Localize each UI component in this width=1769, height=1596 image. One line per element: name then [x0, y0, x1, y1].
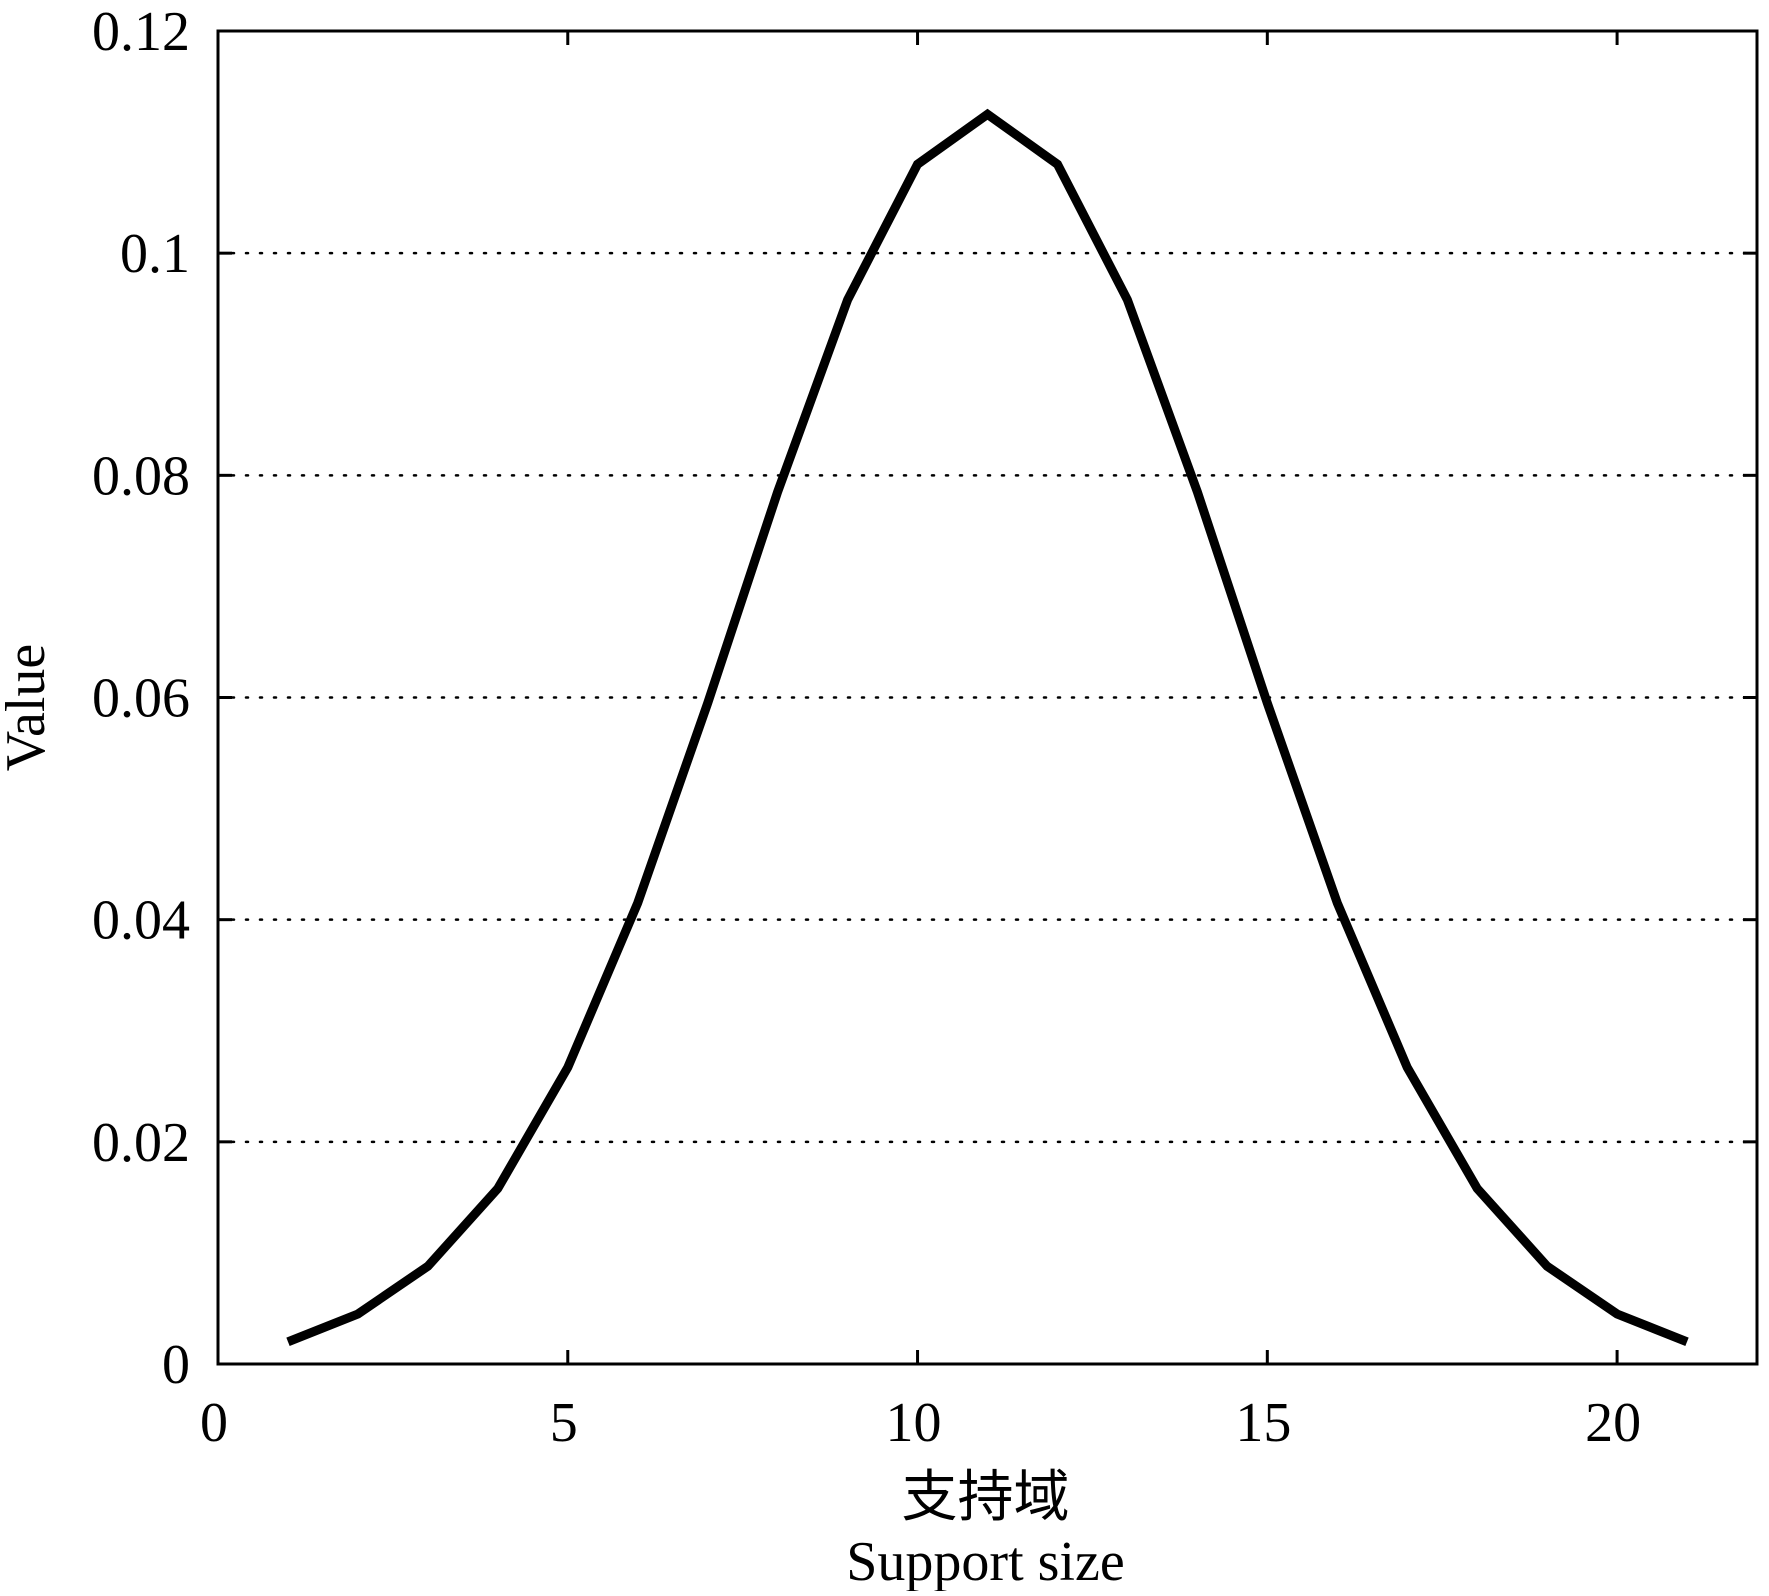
y-tick-label: 0.08: [92, 445, 190, 507]
y-tick-label: 0.02: [92, 1112, 190, 1174]
y-tick-labels: 0 0.02 0.04 0.06 0.08 0.1 0.12: [92, 1, 190, 1396]
y-axis-title: Value: [0, 644, 57, 772]
y-tick-label: 0.06: [92, 668, 190, 730]
y-tick-label: 0.1: [120, 223, 190, 285]
x-tick-label: 0: [200, 1392, 228, 1454]
x-axis-title-chinese: 支持域: [902, 1467, 1070, 1529]
y-tick-label: 0.04: [92, 890, 190, 952]
x-tick-labels: 0 5 10 15 20: [200, 1392, 1641, 1454]
x-axis-title: Support size: [846, 1531, 1124, 1591]
y-tick-label: 0: [162, 1334, 190, 1396]
y-tick-label: 0.12: [92, 1, 190, 63]
x-tick-label: 5: [550, 1392, 578, 1454]
x-tick-label: 20: [1585, 1392, 1641, 1454]
grid-lines: [218, 253, 1757, 1142]
x-tick-label: 15: [1235, 1392, 1291, 1454]
x-tick-label: 10: [886, 1392, 942, 1454]
series-line: [288, 114, 1687, 1342]
series-layer: [288, 114, 1687, 1342]
